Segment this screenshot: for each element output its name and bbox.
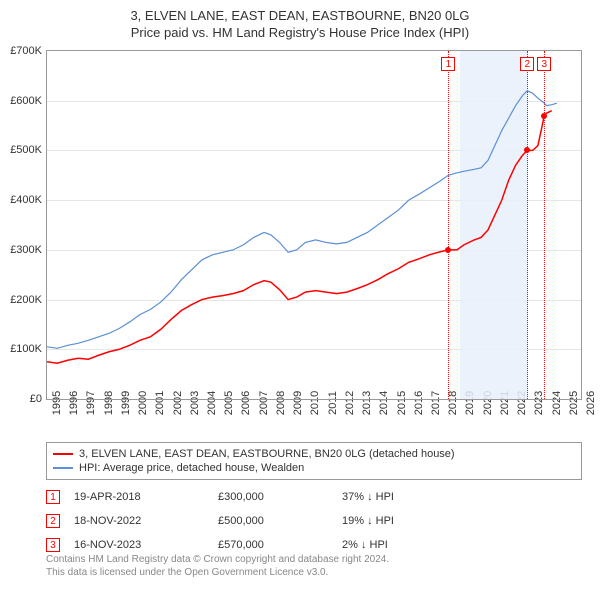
y-tick-label: £500K [10, 144, 42, 156]
event-badge: 2 [46, 514, 60, 528]
event-price: £570,000 [218, 539, 328, 551]
event-row: 1 19-APR-2018 £300,000 37% ↓ HPI [46, 486, 582, 510]
event-date: 19-APR-2018 [74, 491, 204, 503]
event-delta: 19% ↓ HPI [342, 515, 472, 527]
legend-row: HPI: Average price, detached house, Weal… [53, 461, 575, 475]
event-price: £300,000 [218, 491, 328, 503]
footer-line2: This data is licensed under the Open Gov… [46, 567, 582, 580]
legend-label: HPI: Average price, detached house, Weal… [79, 462, 304, 474]
legend-row: 3, ELVEN LANE, EAST DEAN, EASTBOURNE, BN… [53, 447, 575, 461]
y-tick-label: £200K [10, 294, 42, 306]
event-table: 1 19-APR-2018 £300,000 37% ↓ HPI 2 18-NOV-202… [46, 486, 582, 558]
footer-line1: Contains HM Land Registry data © Crown c… [46, 554, 582, 567]
event-date: 16-NOV-2023 [74, 539, 204, 551]
event-row: 2 18-NOV-2022 £500,000 19% ↓ HPI [46, 510, 582, 534]
y-tick-label: £100K [10, 343, 42, 355]
series-hpi [47, 91, 557, 349]
event-badge: 1 [46, 490, 60, 504]
event-date: 18-NOV-2022 [74, 515, 204, 527]
legend-swatch [53, 453, 73, 455]
legend-swatch [53, 467, 73, 469]
footer-attribution: Contains HM Land Registry data © Crown c… [46, 554, 582, 579]
y-tick-label: £300K [10, 244, 42, 256]
event-badge: 3 [46, 538, 60, 552]
event-dot [445, 247, 451, 253]
chart-legend: 3, ELVEN LANE, EAST DEAN, EASTBOURNE, BN… [46, 442, 582, 480]
chart-title-line1: 3, ELVEN LANE, EAST DEAN, EASTBOURNE, BN… [0, 8, 600, 23]
chart-title-line2: Price paid vs. HM Land Registry's House … [0, 25, 600, 40]
event-marker-box: 1 [441, 57, 455, 71]
y-tick-label: £700K [10, 45, 42, 57]
event-dot [524, 147, 530, 153]
event-delta: 2% ↓ HPI [342, 539, 472, 551]
event-marker-box: 3 [537, 57, 551, 71]
y-tick-label: £600K [10, 95, 42, 107]
event-delta: 37% ↓ HPI [342, 491, 472, 503]
event-dot [541, 113, 547, 119]
event-price: £500,000 [218, 515, 328, 527]
y-tick-label: £400K [10, 194, 42, 206]
series-price_paid [47, 111, 552, 364]
event-marker-box: 2 [520, 57, 534, 71]
y-tick-label: £0 [30, 393, 42, 405]
x-tick-label: 2026 [585, 391, 597, 415]
chart-plot-area: 1 23 [46, 50, 582, 400]
legend-label: 3, ELVEN LANE, EAST DEAN, EASTBOURNE, BN… [79, 448, 455, 460]
